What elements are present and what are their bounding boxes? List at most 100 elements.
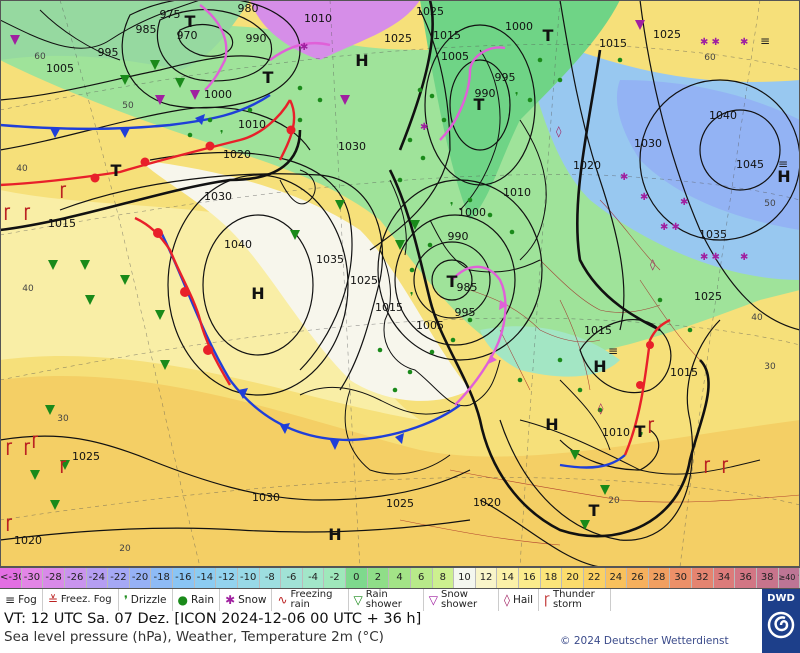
temperature-contour-label: 30	[57, 414, 69, 424]
scale-swatch: 26	[627, 568, 649, 588]
isobar-label: 1010	[602, 426, 630, 439]
isobar-label: 1005	[46, 62, 74, 75]
pressure-center-label: T	[185, 12, 196, 31]
isobar-label: 1025	[694, 290, 722, 303]
scale-swatch: 12	[475, 568, 498, 588]
dwd-logo: DWD	[762, 589, 800, 653]
legend-label: Rain	[190, 594, 215, 606]
scale-swatch: 20	[562, 568, 584, 588]
isobar-label: 975	[160, 8, 181, 21]
scale-swatch: -30	[21, 568, 44, 588]
temperature-contour-label: 60	[34, 52, 46, 62]
svg-text:◊: ◊	[650, 258, 656, 271]
isobar-label: 1010	[238, 118, 266, 131]
fog-icon: ≡	[5, 593, 16, 607]
occluded-front-north-sea	[451, 265, 508, 406]
scale-swatch: -26	[64, 568, 87, 588]
isobar-label: 1035	[699, 228, 727, 241]
svg-text:❜: ❜	[450, 200, 454, 213]
scale-swatch: 14	[497, 568, 519, 588]
scale-swatch: 22	[583, 568, 606, 588]
isobar-label: 1000	[204, 88, 232, 101]
isobar-label: 1025	[384, 32, 412, 45]
legend-item: ◊ Hail	[499, 589, 540, 611]
pressure-center-label: T	[447, 272, 458, 291]
isobar-label: 1000	[505, 20, 533, 33]
temperature-contour-label: 20	[119, 544, 131, 554]
isobar-label: 1010	[304, 12, 332, 25]
temperature-field-mild-atlantic	[0, 190, 420, 420]
isobar-label: 1010	[503, 186, 531, 199]
rain-shower-icon: ▽	[353, 593, 363, 607]
legend-item: ▽ Snow shower	[424, 589, 499, 611]
temperature-field-very-cold-northeast	[616, 80, 800, 230]
legend-label: Fog	[18, 594, 37, 606]
svg-text:✱: ✱	[740, 252, 748, 263]
rain-symbols	[187, 57, 693, 413]
legend-item: ❜ Drizzle	[119, 589, 173, 611]
pressure-center-label: T	[111, 161, 122, 180]
scale-swatch: -8	[259, 568, 282, 588]
scale-swatch: -12	[216, 568, 238, 588]
svg-text:✱: ✱	[620, 172, 628, 183]
legend-label: Snow shower	[441, 589, 478, 610]
country-borders	[399, 199, 800, 546]
scale-swatch: <-30	[0, 568, 22, 588]
isobar-label: 1020	[473, 496, 501, 509]
scale-swatch: -28	[43, 568, 65, 588]
legend-item: ✱ Snow	[220, 589, 273, 611]
freezing-fog-icon: ≚	[47, 593, 58, 607]
scale-swatch: ≥40 °C	[778, 568, 800, 588]
weather-map: ✱ ✱ ✱ ✱✱ ✱ ✱ ✱ ✱ ✱✱ ✱✱ Ꞅ ꞄꞄ Ꞅ ꞄꞄ ꞄꞄꞄ ꞄꞄ ≡≡≡ …	[0, 0, 800, 567]
isobar-label: 990	[448, 230, 469, 243]
temperature-contour-label: 30	[764, 362, 776, 372]
temperature-color-scale: <-30-30-28-26-24-22-20-18-16-14-12-10-8-…	[0, 567, 800, 589]
isobar-label: 1030	[204, 190, 232, 203]
temperature-contour-label: 40	[22, 284, 34, 294]
svg-text:Ꞅ: Ꞅ	[4, 206, 11, 221]
snow-icon: ✱	[225, 593, 236, 607]
scale-swatch: 18	[540, 568, 563, 588]
legend-item: ▽ Rain shower	[349, 589, 424, 611]
scale-swatch: -16	[173, 568, 195, 588]
cold-front-north-atlantic	[0, 94, 271, 138]
legend-label: Thunder storm	[552, 589, 595, 610]
svg-text:≡: ≡	[778, 157, 788, 171]
isobar-label: 995	[495, 71, 516, 84]
pressure-center-label: H	[355, 51, 368, 70]
temperature-contour-label: 60	[704, 53, 716, 63]
svg-text:❜: ❜	[640, 430, 644, 443]
isobar-label: 995	[98, 46, 119, 59]
temperature-contour-label: 40	[751, 313, 763, 323]
pressure-center-label: T	[543, 26, 554, 45]
drizzle-icon: ❜	[123, 593, 128, 607]
isobar-label: 1040	[709, 109, 737, 122]
isobar-label: 1040	[224, 238, 252, 251]
temperature-contour-label: 40	[16, 164, 28, 174]
scale-swatch: 28	[648, 568, 671, 588]
legend-item: Ꞅ Thunder storm	[539, 589, 611, 611]
rain-icon: ●	[177, 593, 188, 607]
isobar-label: 1030	[634, 137, 662, 150]
isobar-label: 1025	[350, 274, 378, 287]
scale-swatch: -4	[302, 568, 325, 588]
freezing-rain-icon: ∿	[277, 593, 288, 607]
scale-swatch: -6	[281, 568, 303, 588]
isobar-label: 1000	[458, 206, 486, 219]
legend-label: Freez. Fog	[60, 594, 112, 605]
warm-front-atlantic	[134, 216, 232, 386]
svg-text:◊: ◊	[598, 402, 604, 415]
pressure-center-label: H	[777, 167, 790, 186]
isobar-label: 1030	[338, 140, 366, 153]
svg-text:Ꞅ: Ꞅ	[704, 459, 711, 474]
scale-swatch: -2	[324, 568, 346, 588]
svg-text:✱ ✱: ✱ ✱	[700, 252, 720, 263]
scale-swatch: 4	[389, 568, 411, 588]
svg-text:≡: ≡	[760, 34, 770, 48]
svg-text:✱: ✱	[680, 197, 688, 208]
snow-shower-icon: ▽	[428, 593, 438, 607]
temperature-labels: 60 50 40 40 30 20 60 50 40 30 20	[16, 52, 776, 554]
isobar-label: 1035	[316, 253, 344, 266]
scale-swatch: 8	[432, 568, 455, 588]
legend-label: Snow	[238, 594, 267, 606]
